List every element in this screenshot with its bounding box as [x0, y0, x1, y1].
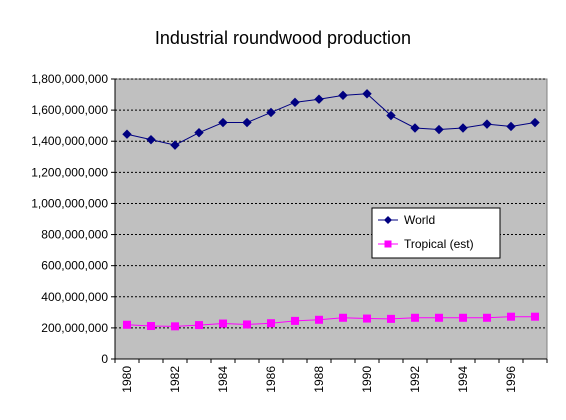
x-tick-label: 1996: [504, 366, 518, 393]
x-tick-label: 1982: [168, 366, 182, 393]
data-point-world: [266, 107, 276, 118]
legend-marker-world: [384, 216, 392, 224]
legend-label-tropical: Tropical (est): [404, 237, 474, 251]
y-tick-label: 0: [101, 352, 108, 366]
data-point-tropical: [147, 322, 155, 331]
y-tick-label: 1,400,000,000: [31, 134, 108, 148]
data-point-tropical: [507, 312, 515, 321]
data-point-world: [386, 110, 396, 121]
y-tick-label: 600,000,000: [41, 259, 108, 273]
legend: World Tropical (est): [371, 207, 501, 259]
data-point-world: [290, 97, 300, 108]
y-tick-label: 1,000,000,000: [31, 196, 108, 210]
data-point-world: [410, 123, 420, 133]
y-tick-label: 800,000,000: [41, 228, 108, 242]
x-tick-label: 1984: [216, 366, 230, 393]
data-point-tropical: [531, 312, 539, 321]
data-point-tropical: [315, 315, 323, 324]
data-point-tropical: [267, 319, 275, 328]
y-axis: 0 200,000,000 400,000,000 600,000,000 800,00…: [31, 72, 116, 366]
data-point-world: [458, 123, 468, 133]
x-tick-label: 1980: [120, 366, 134, 393]
data-point-world: [170, 140, 180, 150]
data-point-world: [434, 124, 444, 135]
y-tick-label: 400,000,000: [41, 290, 108, 304]
legend-box: [371, 207, 501, 259]
y-tick-label: 1,800,000,000: [31, 72, 108, 86]
data-point-tropical: [435, 313, 443, 322]
data-point-world: [122, 129, 132, 139]
data-point-world: [530, 117, 540, 128]
x-axis: 1980 1982 1984 1986 1988 1990 1992 1994 1996: [114, 358, 548, 393]
data-point-tropical: [339, 313, 347, 322]
data-point-world: [194, 127, 204, 138]
x-tick-label: 1990: [360, 366, 374, 393]
data-point-world: [338, 90, 348, 101]
data-point-tropical: [459, 313, 467, 322]
data-point-tropical: [363, 314, 371, 323]
data-point-world: [506, 121, 516, 132]
data-point-world: [146, 134, 156, 145]
data-point-tropical: [243, 320, 251, 329]
y-tick-label: 1,200,000,000: [31, 165, 108, 179]
x-tick-label: 1988: [312, 366, 326, 393]
data-point-world: [314, 94, 324, 104]
data-point-world: [242, 117, 252, 128]
data-point-world: [482, 119, 492, 129]
data-point-tropical: [291, 316, 299, 325]
data-point-tropical: [483, 313, 491, 322]
chart-title: Industrial roundwood production: [154, 28, 412, 48]
x-tick-label: 1992: [408, 366, 422, 393]
x-tick-label: 1994: [456, 366, 470, 393]
data-point-tropical: [123, 320, 131, 329]
y-tick-label: 1,600,000,000: [31, 103, 108, 117]
x-tick-label: 1986: [264, 366, 278, 393]
data-point-world: [218, 117, 228, 128]
data-point-world: [362, 89, 372, 99]
data-point-tropical: [171, 322, 179, 331]
data-point-tropical: [387, 314, 395, 323]
legend-label-world: World: [404, 213, 435, 227]
series-group: [122, 89, 540, 331]
data-point-tropical: [411, 313, 419, 322]
y-tick-label: 200,000,000: [41, 321, 108, 335]
data-point-tropical: [219, 319, 227, 328]
legend-marker-tropical: [384, 240, 392, 248]
data-point-tropical: [195, 321, 203, 330]
